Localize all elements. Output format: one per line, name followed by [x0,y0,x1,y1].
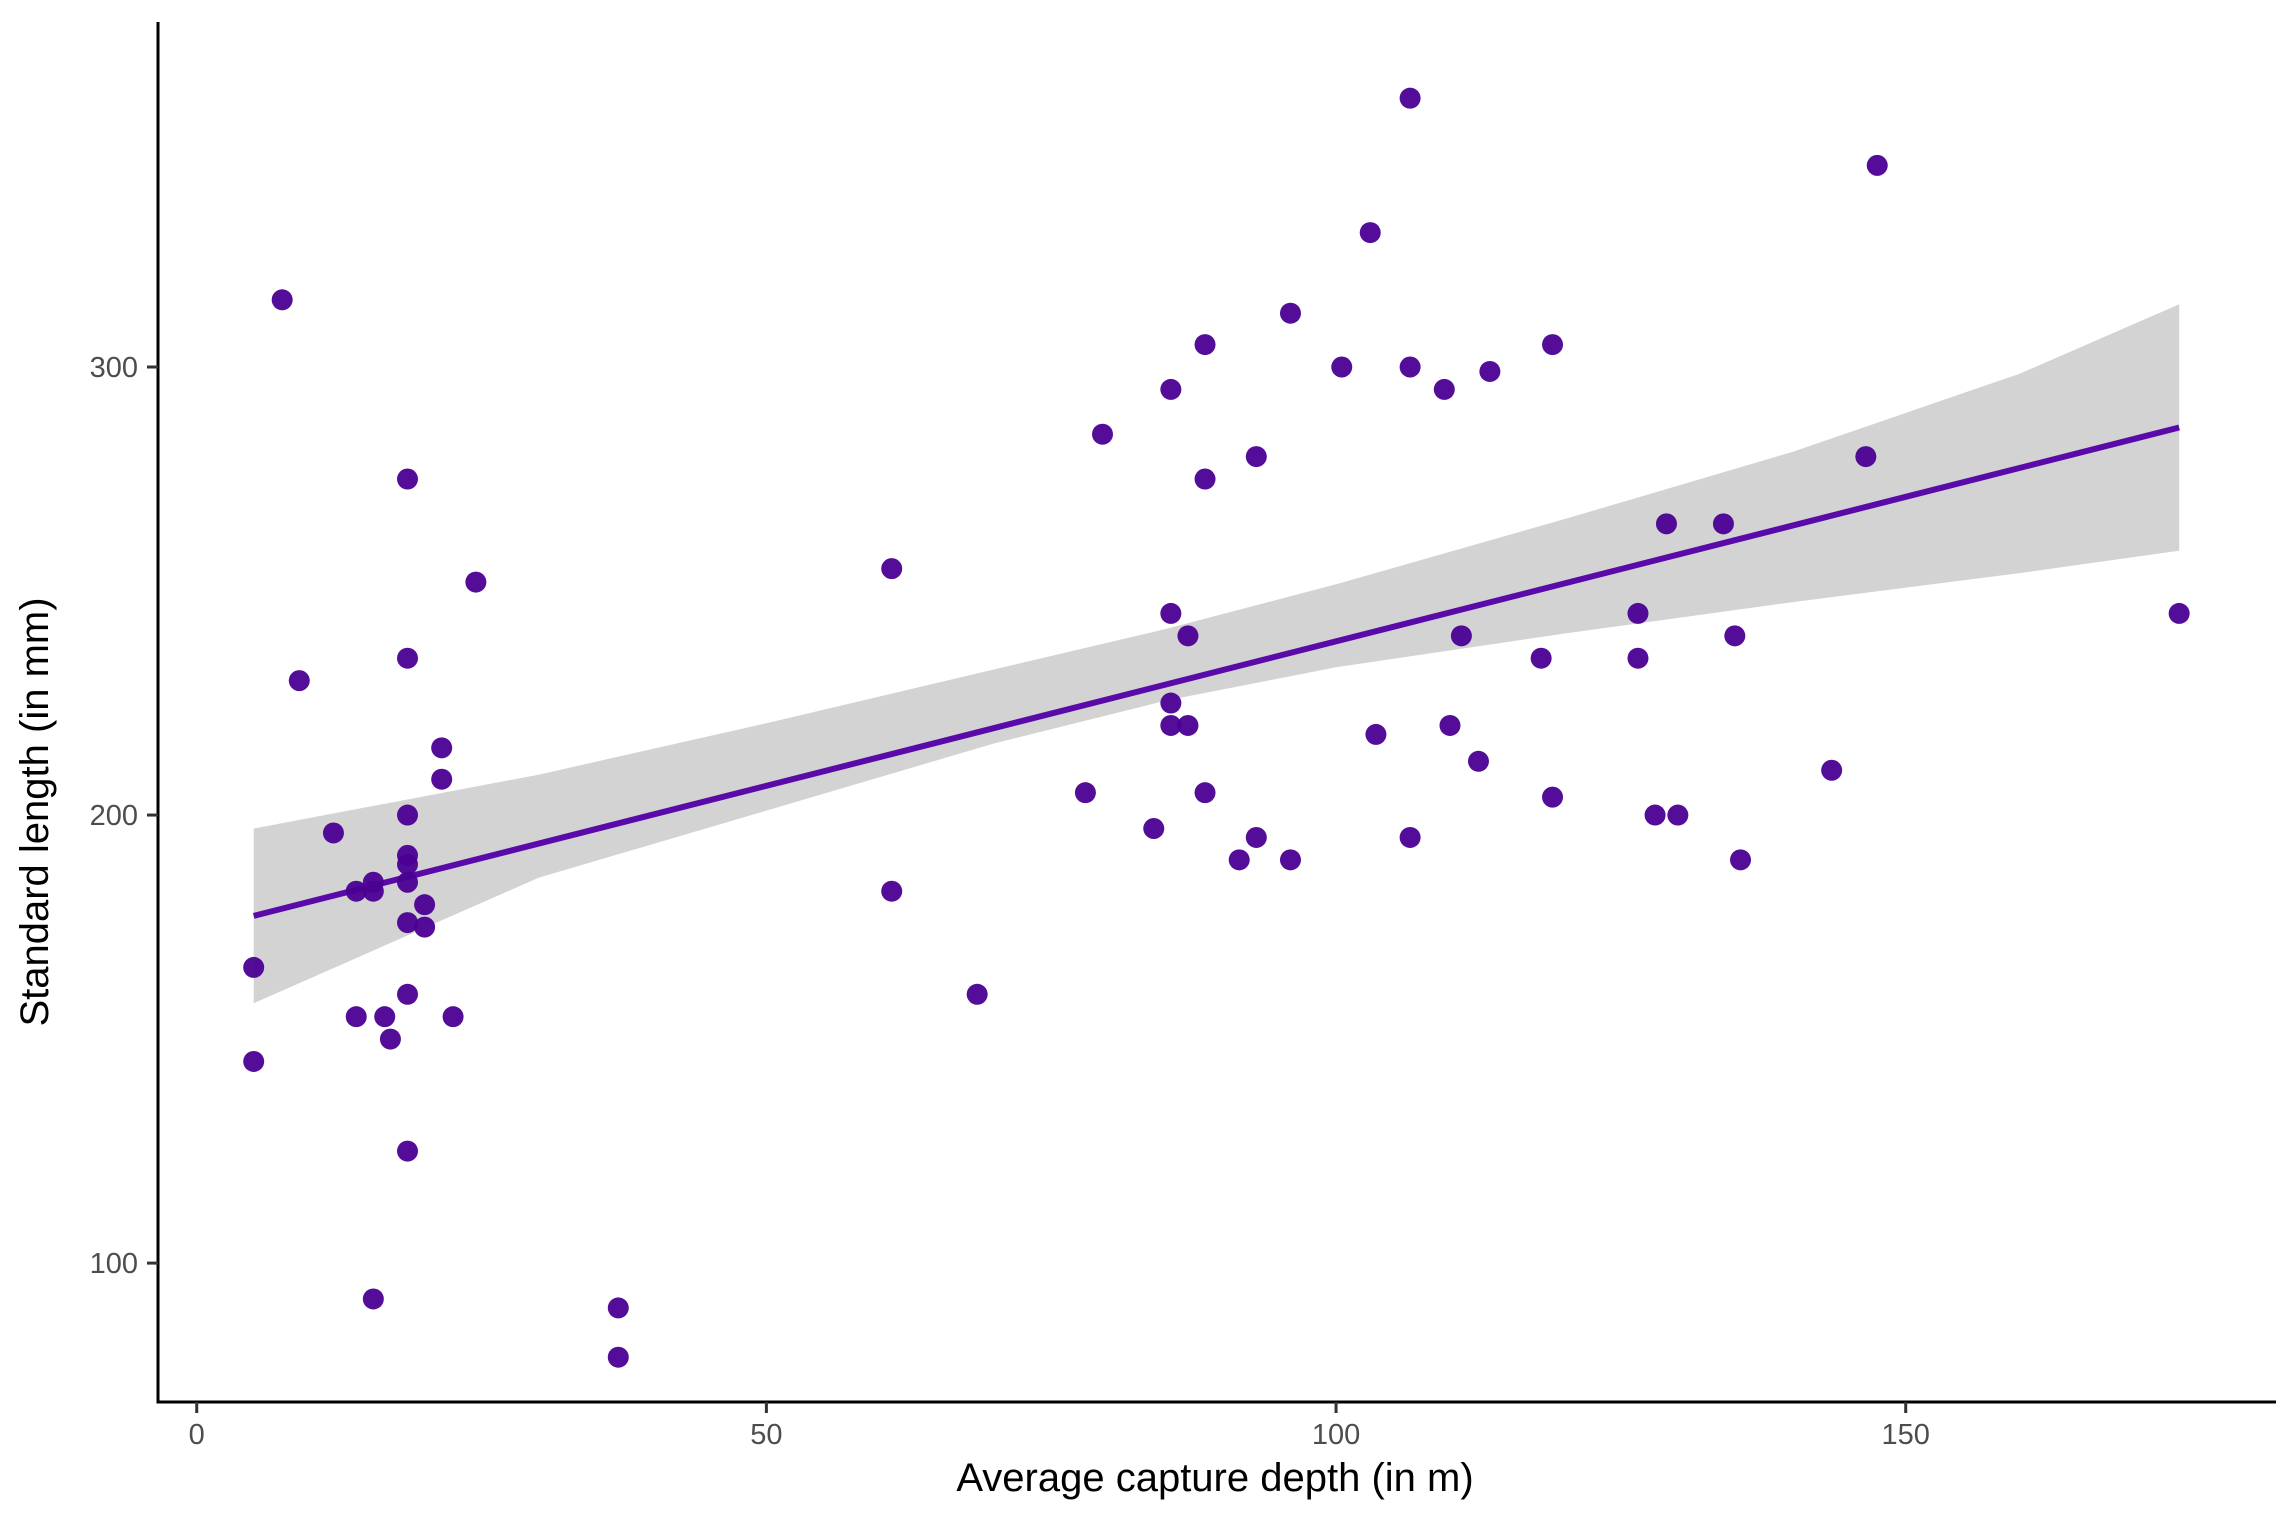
axes-layer [156,22,2276,1404]
data-point [397,468,419,490]
data-point [1655,513,1677,535]
confidence-band [253,304,2180,1004]
data-point [1331,356,1353,378]
x-tick-label: 150 [1882,1419,1930,1451]
data-point [1177,625,1199,647]
data-point [1712,513,1734,535]
data-point [1228,849,1250,871]
data-point [397,804,419,826]
data-point [1194,334,1216,356]
data-point [397,1140,419,1162]
y-tick-label: 300 [90,352,138,384]
data-point [1479,360,1501,382]
y-tick-label: 200 [90,800,138,832]
regression-line [252,424,2180,919]
data-point [379,1028,401,1050]
data-point [414,916,436,938]
data-point [1091,423,1113,445]
data-point [881,558,903,580]
data-point [288,670,310,692]
data-point [1399,87,1421,109]
data-point [397,871,419,893]
data-point [1365,723,1387,745]
data-point [1279,849,1301,871]
data-point [1530,647,1552,669]
data-point [397,647,419,669]
data-point [431,737,453,759]
data-point [374,1006,396,1028]
data-point [1194,782,1216,804]
data-point [1245,446,1267,468]
data-point [1359,222,1381,244]
data-point [397,912,419,934]
data-point [1143,817,1165,839]
data-point [1627,647,1649,669]
fit-line-layer [252,424,2180,919]
data-point [1160,378,1182,400]
data-point [362,880,384,902]
data-point [345,880,367,902]
data-point [397,853,419,875]
data-point [243,956,265,978]
data-point [1866,154,1888,176]
y-tick-label: 100 [90,1248,138,1280]
data-point [1542,786,1564,808]
data-point [1855,446,1877,468]
data-point [1245,826,1267,848]
x-tick-label: 50 [750,1419,782,1451]
data-point [881,880,903,902]
data-point [397,983,419,1005]
data-point [1450,625,1472,647]
data-point [322,822,344,844]
data-point [1627,602,1649,624]
data-point [362,1288,384,1310]
data-point [1433,378,1455,400]
x-axis-ticks: 0 50 100 150 [189,1402,1930,1451]
data-point [607,1297,629,1319]
y-axis-title: Standard length (in mm) [13,597,57,1026]
data-point [1160,602,1182,624]
data-point [345,1006,367,1028]
y-axis-ticks: 100 200 300 [90,352,158,1280]
data-point [1467,750,1489,772]
x-axis-title: Average capture depth (in m) [956,1456,1473,1500]
data-point [966,983,988,1005]
data-point [465,571,487,593]
data-point [1279,302,1301,324]
data-point [243,1050,265,1072]
data-point [1724,625,1746,647]
data-point [1160,692,1182,714]
data-point [1667,804,1689,826]
confidence-band-layer [253,304,2180,1004]
data-point [431,768,453,790]
data-point [1194,468,1216,490]
data-point [1177,714,1199,736]
data-point [1542,334,1564,356]
data-point [1160,714,1182,736]
data-point [607,1346,629,1368]
x-tick-label: 0 [189,1419,205,1451]
data-point [1730,849,1752,871]
data-point [1399,356,1421,378]
data-point [2168,602,2190,624]
data-point [1074,782,1096,804]
data-point [271,289,293,311]
x-tick-label: 100 [1312,1419,1360,1451]
data-point [1644,804,1666,826]
data-points-layer [243,87,2190,1368]
data-point [1399,826,1421,848]
data-point [1821,759,1843,781]
data-point [1439,714,1461,736]
data-point [414,894,436,916]
data-point [442,1006,464,1028]
